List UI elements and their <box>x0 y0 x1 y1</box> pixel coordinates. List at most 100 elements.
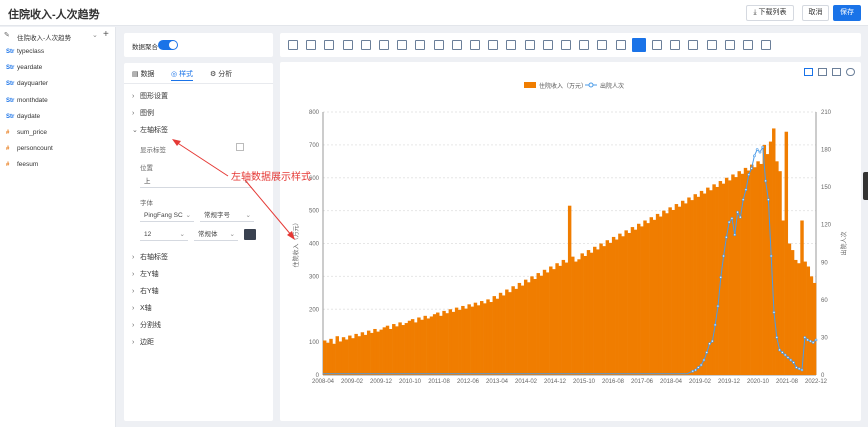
chart-type-icon[interactable] <box>706 40 717 50</box>
line-point <box>730 217 734 220</box>
config-section[interactable]: › X轴 <box>132 303 152 313</box>
bar <box>486 299 490 375</box>
font-style-select[interactable]: 常规体 ⌄ <box>194 229 238 241</box>
tab-data[interactable]: ▤ 数据 <box>132 71 155 78</box>
chart-type-icon[interactable] <box>597 40 608 50</box>
chart-type-icon[interactable] <box>524 40 535 50</box>
edit-icon[interactable]: ✎ <box>4 32 10 39</box>
chart-type-icon[interactable] <box>324 40 335 50</box>
config-section-label: 边距 <box>140 339 154 346</box>
chart-type-icon[interactable] <box>288 40 298 50</box>
bar <box>630 227 635 375</box>
chevron-down-icon[interactable]: ⌄ <box>92 32 98 39</box>
cloud-download-icon[interactable] <box>846 68 855 76</box>
config-section[interactable]: › 右Y轴 <box>132 286 159 296</box>
bar <box>536 273 540 375</box>
config-section[interactable]: › 左Y轴 <box>132 269 159 279</box>
line-point <box>795 366 798 369</box>
field-item[interactable]: Str typeclass <box>6 46 44 58</box>
bar <box>762 144 767 375</box>
chart-type-icon[interactable] <box>631 38 646 52</box>
chart-type-icon[interactable] <box>342 40 353 50</box>
bar <box>580 253 584 375</box>
bar <box>637 223 641 375</box>
bar <box>401 325 405 375</box>
bar <box>577 259 581 375</box>
chart-type-icon[interactable] <box>615 40 626 50</box>
line-point <box>741 198 745 202</box>
config-section[interactable]: › 右轴标签 <box>132 252 168 262</box>
chart-type-icon[interactable] <box>724 40 735 50</box>
chart-type-icon[interactable] <box>743 40 753 50</box>
font-weight-select[interactable]: 常规字号 ⌄ <box>200 210 254 222</box>
chart-type-icon[interactable] <box>506 40 517 50</box>
chart-type-icon[interactable] <box>415 40 426 50</box>
field-item[interactable]: # feesum <box>6 159 38 171</box>
chart-type-icon[interactable] <box>670 40 681 50</box>
chart-type-icon[interactable] <box>360 40 371 50</box>
chart-type-icon[interactable] <box>397 40 408 50</box>
config-section[interactable]: › 边距 <box>132 337 154 347</box>
tab-analysis[interactable]: ⚙ 分析 <box>210 71 233 78</box>
config-section-label: 左Y轴 <box>140 271 159 278</box>
font-color-swatch[interactable] <box>244 229 256 240</box>
chart-type-icon[interactable] <box>488 40 499 50</box>
font-size-select[interactable]: 12 ⌄ <box>140 229 188 241</box>
bar <box>640 226 644 375</box>
chart-type-icon[interactable] <box>542 40 553 50</box>
section-chart-settings[interactable]: › 图形设置 <box>132 93 168 100</box>
line-point <box>699 363 703 367</box>
bar <box>542 269 547 375</box>
field-item[interactable]: Str daydate <box>6 111 40 123</box>
field-item[interactable]: Str monthdate <box>6 95 48 107</box>
x-tick-label: 2012-06 <box>457 379 480 385</box>
chart-type-icon[interactable] <box>433 40 444 50</box>
table-icon[interactable] <box>818 68 827 76</box>
field-item[interactable]: # sum_price <box>6 127 47 139</box>
chart-type-icon[interactable] <box>561 40 571 50</box>
bar <box>800 220 804 375</box>
chart-type-icon[interactable] <box>579 40 590 50</box>
bar <box>693 194 697 375</box>
bar <box>668 207 672 375</box>
bar <box>790 250 795 375</box>
x-tick-label: 2013-04 <box>486 379 509 385</box>
bar <box>655 213 660 375</box>
save-button[interactable]: 保存 <box>833 5 861 21</box>
line-point <box>702 358 706 362</box>
monitor-icon[interactable] <box>832 68 841 76</box>
chart-type-icon[interactable] <box>451 40 462 50</box>
x-tick-label: 2008-04 <box>312 379 335 385</box>
bar <box>765 154 770 375</box>
chart-type-icon[interactable] <box>761 40 772 50</box>
palette-icon: ◎ <box>171 71 180 78</box>
datasource-selector[interactable]: ✎ 住院收入-人次趋势 ⌄ + <box>4 29 112 43</box>
side-panel-handle[interactable] <box>863 172 868 200</box>
cancel-button[interactable]: 取消 <box>802 5 829 21</box>
bar-chart-icon[interactable] <box>804 68 813 76</box>
bar <box>423 315 427 375</box>
download-list-button[interactable]: ⤓ 下载列表 <box>746 5 794 21</box>
aggregate-toggle[interactable] <box>158 40 178 50</box>
field-item[interactable]: # personcount <box>6 143 53 155</box>
section-legend[interactable]: › 图例 <box>132 110 154 117</box>
chart-type-icon[interactable] <box>470 40 480 50</box>
chart-type-icon[interactable] <box>379 40 389 50</box>
config-section[interactable]: › 分割线 <box>132 320 161 330</box>
line-point <box>797 367 801 371</box>
bar <box>649 217 654 375</box>
chart-type-icon[interactable] <box>688 40 699 50</box>
field-item[interactable]: Str dayquarter <box>6 78 48 90</box>
chart-type-icon[interactable] <box>306 40 317 50</box>
bar <box>652 219 657 375</box>
font-family-select[interactable]: PingFang SC ⌄ <box>140 210 194 222</box>
line-point <box>803 336 807 339</box>
field-item[interactable]: Str yeardate <box>6 62 42 74</box>
section-left-axis-label[interactable]: ⌄ 左轴标签 <box>132 127 168 134</box>
add-icon[interactable]: + <box>103 29 109 40</box>
tab-style[interactable]: ◎ 样式 <box>171 69 194 81</box>
annotation-text: 左轴数据展示样式 <box>231 172 311 183</box>
chart-type-icon[interactable] <box>652 40 662 50</box>
show-label-checkbox[interactable] <box>236 143 244 151</box>
number-field-icon: # <box>6 162 10 169</box>
